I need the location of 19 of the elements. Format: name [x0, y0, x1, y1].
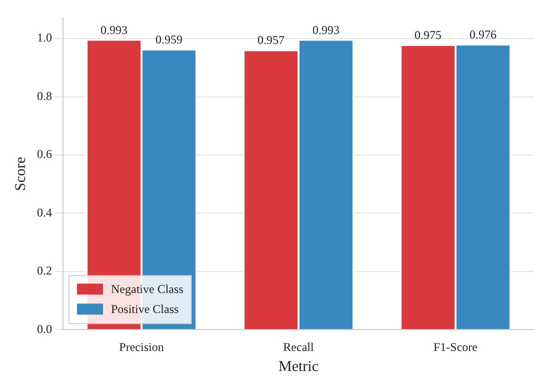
data-label: 0.993 [100, 22, 128, 37]
data-label: 0.959 [155, 32, 182, 47]
x-tick-label: Recall [283, 340, 314, 354]
x-tick-label: F1-Score [434, 340, 478, 354]
legend-label: Positive Class [111, 302, 180, 316]
data-label: 0.993 [312, 22, 340, 37]
y-tick-label: 1.0 [37, 30, 52, 45]
y-axis-title: Score [12, 156, 29, 191]
y-tick-label: 0.4 [37, 205, 52, 220]
y-tick-label: 0.6 [37, 147, 52, 162]
data-label: 0.976 [469, 28, 496, 42]
y-tick-label: 0.0 [37, 322, 52, 336]
x-axis-title: Metric [278, 358, 319, 375]
data-label: 0.957 [258, 33, 285, 48]
legend-label: Negative Class [111, 282, 184, 296]
x-tick-label: Precision [119, 340, 164, 354]
data-label: 0.975 [414, 28, 442, 42]
y-tick-label: 0.2 [37, 264, 52, 278]
y-tick-label: 0.8 [37, 88, 52, 103]
